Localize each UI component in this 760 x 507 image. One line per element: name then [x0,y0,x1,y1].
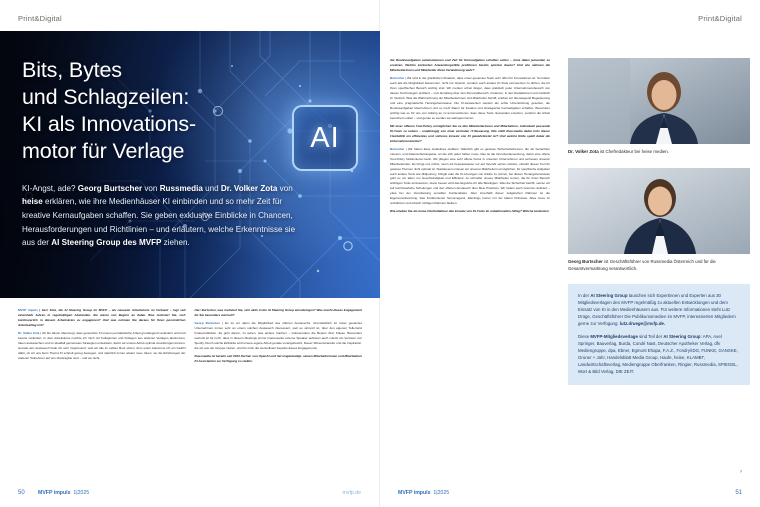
running-head-right: Print&Digital [698,14,742,23]
info-box-ai-steering-group: In der AI Steering Group tauschen sich E… [568,284,750,385]
article-text: die Routineaufgaben automatisieren und Z… [390,58,550,214]
left-column-1: MVFP impuls | Herr Zota, die AI Steering… [18,308,186,473]
page-title: Bits, Bytes und Schlagzeilen: KI als Inn… [22,58,197,163]
right-media-rail: Dr. Volker Zota ist Chefredakteur bei he… [568,58,750,385]
footer-brand-left: MVFP impuls 1|2025 [38,490,90,496]
footer-brand-right: MVFP impuls 1|2025 [398,490,450,496]
left-body-columns: MVFP impuls | Herr Zota, die AI Steering… [0,308,380,473]
page-number-right: 51 [735,490,742,496]
right-column-1: die Routineaufgaben automatisieren und Z… [390,58,550,470]
photo-caption-burtscher: Georg Burtscher ist Geschäftsführer von … [568,258,716,271]
portrait-photo-zota [568,58,750,144]
portrait-photo-burtscher [568,167,750,254]
hero-banner: AI Bits, Bytes und Schlagzeilen: KI als … [0,31,380,298]
footer-url: mvfp.de [342,490,361,496]
portrait-image [568,167,750,254]
ai-chip-label: AI [310,121,340,154]
photo-caption-zota: Dr. Volker Zota ist Chefredakteur bei he… [568,149,669,154]
portrait-image [568,58,750,144]
page-right: Print&Digital die Routineaufgaben automa… [380,0,760,507]
article-text: MVFP impuls | Herr Zota, die AI Steering… [18,308,186,360]
standfirst: KI-Angst, ade? Georg Burtscher von Russm… [22,183,296,248]
continue-arrow-icon: › [740,469,742,475]
ai-chip-graphic: AI [292,105,358,171]
right-body-columns: die Routineaufgaben automatisieren und Z… [390,58,550,470]
left-column-2: Herr Burtscher, was motiviert Sie, sich … [195,308,363,473]
article-text: Herr Burtscher, was motiviert Sie, sich … [194,308,363,364]
page-number-left: 50 [18,490,25,496]
hero-text-block: Bits, Bytes und Schlagzeilen: KI als Inn… [22,57,322,250]
running-head-left: Print&Digital [18,14,62,23]
info-box-text: In der AI Steering Group tauschen sich E… [578,293,738,374]
page-left: Print&Digital [0,0,380,507]
